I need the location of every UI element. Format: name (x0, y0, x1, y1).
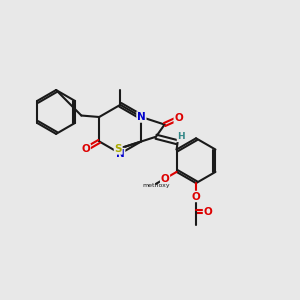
Text: N: N (116, 148, 125, 159)
Text: O: O (160, 174, 169, 184)
Text: O: O (203, 207, 212, 217)
Text: methoxy: methoxy (143, 182, 170, 188)
Text: H: H (177, 132, 185, 141)
Text: S: S (115, 144, 122, 154)
Text: O: O (81, 144, 90, 154)
Text: O: O (174, 113, 183, 123)
Text: N: N (137, 112, 146, 122)
Text: O: O (192, 191, 200, 202)
